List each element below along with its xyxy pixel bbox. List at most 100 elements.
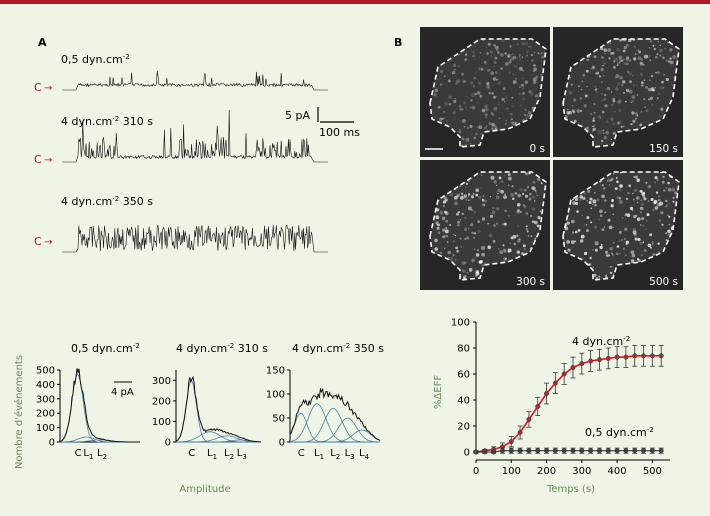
trace-title: 4 dyn.cm-2 350 s xyxy=(61,195,153,208)
trace-title: 4 dyn.cm-2 310 s xyxy=(61,115,153,128)
scale-bar-a: 5 pA 100 ms xyxy=(285,107,360,139)
gaussian-fit xyxy=(175,431,261,443)
chart-series-1 xyxy=(473,447,664,455)
cell-outline xyxy=(562,38,680,148)
histogram-level-label: L2 xyxy=(330,448,340,461)
histogram-title: 4 dyn.cm-2 350 s xyxy=(292,342,384,355)
chart-series-0 xyxy=(473,344,664,455)
trace-0: 0,5 dyn.cm-2 C → xyxy=(34,53,328,94)
panel-label-b: B xyxy=(394,36,402,49)
gaussian-fit xyxy=(176,439,261,443)
histogram-level-label: L1 xyxy=(314,448,324,461)
chart-y-tick-label: 40 xyxy=(457,396,470,407)
histogram-y-tick-label: 0 xyxy=(49,438,55,449)
arrow-right-icon: → xyxy=(44,155,52,166)
chart-y-label: %ΔEFF xyxy=(433,375,444,409)
chart-y-tick-label: 20 xyxy=(457,422,470,433)
cell-outline xyxy=(429,171,547,281)
trace-title: 0,5 dyn.cm-2 xyxy=(61,53,130,66)
histogram-y-tick-label: 150 xyxy=(266,366,285,377)
image-time-label: 0 s xyxy=(530,143,546,155)
current-trace xyxy=(62,70,328,91)
histogram-scale-bar: 4 pA xyxy=(111,381,134,398)
histogram-level-label: L3 xyxy=(237,448,247,461)
trace-line xyxy=(62,70,328,91)
histogram-0: 0,5 dyn.cm-2 0 100 200 300 400 500 C L1 L2 xyxy=(36,342,140,461)
chart-x-tick-label: 500 xyxy=(643,466,662,477)
gaussian-fit xyxy=(59,373,140,443)
histogram-level-label: L4 xyxy=(359,448,370,461)
image-time-label: 150 s xyxy=(649,143,678,155)
histogram-level-label: L1 xyxy=(83,448,93,461)
chart-y-tick-label: 0 xyxy=(464,448,470,459)
image-2: 300 s xyxy=(420,160,550,290)
histogram-y-tick-label: 500 xyxy=(36,366,55,377)
histogram-curve xyxy=(175,375,261,443)
chart-x-tick-label: 0 xyxy=(473,466,479,477)
image-grid: 0 s 150 s 300 s 500 s xyxy=(420,27,683,290)
current-trace xyxy=(62,109,328,163)
histogram-y-tick-label: 200 xyxy=(36,409,55,420)
scale-bar-current-label: 5 pA xyxy=(285,109,310,122)
image-time-label: 300 s xyxy=(516,276,545,288)
histogram-title: 0,5 dyn.cm-2 xyxy=(71,342,140,355)
chart-x-tick-label: 100 xyxy=(502,466,521,477)
chart-y-tick-label: 60 xyxy=(457,370,470,381)
histogram-y-label: Nombre d'événements xyxy=(13,355,25,469)
arrow-right-icon: → xyxy=(44,237,52,248)
top-accent-bar xyxy=(0,0,710,4)
histogram-curve xyxy=(59,368,140,443)
current-trace xyxy=(62,224,328,253)
image-1: 150 s xyxy=(553,27,683,157)
chart-y-tick-label: 100 xyxy=(451,318,470,329)
chart-annotation-4dyn: 4 dyn.cm-2 xyxy=(572,335,630,348)
histogram-x-label: Amplitude xyxy=(179,484,230,495)
trace-2: 4 dyn.cm-2 350 s C → xyxy=(34,195,328,253)
histogram-level-label: C xyxy=(298,448,305,459)
histogram-2: 4 dyn.cm-2 350 s 0 50 100 150 C L1 L2 L3 L4 xyxy=(266,342,384,461)
histogram-y-tick-label: 200 xyxy=(152,396,171,407)
histogram-title: 4 dyn.cm-2 310 s xyxy=(176,342,268,355)
histogram-y-tick-label: 300 xyxy=(152,376,171,387)
histogram-y-tick-label: 100 xyxy=(36,423,55,434)
line-chart: %ΔEFF Temps (s) 4 dyn.cm-2 0,5 dyn.cm-2 … xyxy=(433,318,670,495)
panel-label-a: A xyxy=(38,36,47,49)
gaussian-fit xyxy=(289,412,380,443)
histogram-y-tick-label: 0 xyxy=(165,438,171,449)
chart-x-tick-label: 400 xyxy=(608,466,627,477)
chart-x-tick-label: 200 xyxy=(537,466,556,477)
histogram-y-tick-label: 50 xyxy=(272,414,285,425)
histogram-y-tick-label: 0 xyxy=(279,438,285,449)
chart-x-label: Temps (s) xyxy=(546,484,595,495)
gaussian-fit xyxy=(175,379,261,443)
histogram-level-label: L2 xyxy=(224,448,234,461)
chart-x-tick-label: 300 xyxy=(572,466,591,477)
histogram-y-tick-label: 300 xyxy=(36,394,55,405)
series-line xyxy=(476,450,662,453)
closed-label: C xyxy=(34,235,42,248)
histogram-level-label: C xyxy=(188,448,195,459)
histogram-level-label: L2 xyxy=(97,448,107,461)
histogram-curve xyxy=(289,387,381,441)
arrow-right-icon: → xyxy=(44,83,52,94)
histogram-y-tick-label: 100 xyxy=(152,417,171,428)
histogram-y-tick-label: 400 xyxy=(36,380,55,391)
histogram-y-tick-label: 100 xyxy=(266,390,285,401)
histogram-level-label: L3 xyxy=(345,448,355,461)
series-line xyxy=(475,355,662,453)
histogram-1: 4 dyn.cm-2 310 s 0 100 200 300 C L1 L2 L3 xyxy=(152,342,268,461)
image-3: 500 s xyxy=(553,160,683,290)
histogram-level-label: L1 xyxy=(207,448,217,461)
chart-annotation-05dyn: 0,5 dyn.cm-2 xyxy=(585,426,654,439)
histogram-scale-label: 4 pA xyxy=(111,387,134,398)
image-0: 0 s xyxy=(420,27,550,157)
scale-bar-time-label: 100 ms xyxy=(319,126,360,139)
trace-line xyxy=(62,109,328,163)
trace-1: 4 dyn.cm-2 310 s C → xyxy=(34,109,328,166)
gaussian-fit xyxy=(290,429,381,443)
chart-y-tick-label: 80 xyxy=(457,344,470,355)
closed-label: C xyxy=(34,153,42,166)
histogram-level-label: C xyxy=(75,448,82,459)
closed-label: C xyxy=(34,81,42,94)
